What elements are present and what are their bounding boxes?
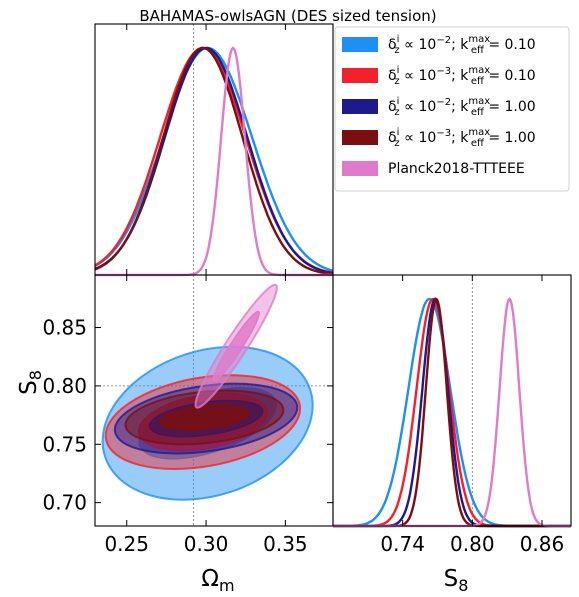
series-line-navy <box>94 46 334 275</box>
legend-swatch-blue <box>342 37 378 52</box>
x-tick-label: 0.30 <box>184 532 229 556</box>
legend: δi z ∝ 10−2; kmax eff = 0.10 δi z ∝ 10−3; km… <box>334 26 570 192</box>
legend-label: δi z ∝ 10−3; kmax eff = 1.00 <box>388 127 536 149</box>
legend-label: δi z ∝ 10−2; kmax eff = 0.10 <box>388 34 536 56</box>
y-tick-label: 0.70 <box>42 491 87 515</box>
x-tick-label: 0.86 <box>520 532 565 556</box>
figure-title: BAHAMAS-owlsAGN (DES sized tension) <box>139 7 436 25</box>
x-tick-label: 0.35 <box>263 532 308 556</box>
series-line-blue <box>94 46 334 272</box>
legend-swatch-red <box>342 68 378 83</box>
x-tick-label: 0.80 <box>450 532 495 556</box>
legend-label: δi z ∝ 10−2; kmax eff = 1.00 <box>388 96 536 118</box>
omega-s8-contour-panel: 0.25 0.30 0.35 0.70 0.75 0.80 0.85 Ωm S8 <box>16 274 334 595</box>
x-tick-label: 0.25 <box>104 532 149 556</box>
legend-swatch-pink <box>342 161 378 176</box>
legend-label: δi z ∝ 10−3; kmax eff = 0.10 <box>388 65 536 87</box>
omega-m-marginal-panel <box>94 23 334 277</box>
series-line-darkred <box>94 46 334 276</box>
y-tick-label: 0.75 <box>42 432 87 456</box>
x-tick-label: 0.74 <box>380 532 425 556</box>
legend-swatch-navy <box>342 99 378 114</box>
series-line-pink <box>95 46 333 277</box>
right-panel-frame <box>332 274 572 527</box>
x-axis-label: S8 <box>444 566 469 595</box>
contour-68-pink <box>212 310 260 382</box>
y-tick-label: 0.85 <box>42 316 87 340</box>
contour-layer <box>95 275 333 526</box>
y-axis-label: S8 <box>16 370 45 395</box>
legend-swatch-darkred <box>342 130 378 145</box>
legend-label: Planck2018-TTTEEE <box>388 161 525 177</box>
x-axis-label: Ωm <box>201 566 234 595</box>
series-line-red <box>94 46 334 274</box>
top-panel-frame <box>94 23 334 276</box>
legend-box <box>334 26 570 192</box>
series-line-red <box>333 297 571 528</box>
y-tick-label: 0.80 <box>42 374 87 398</box>
s8-marginal-panel: 0.74 0.80 0.86 S8 <box>332 274 572 595</box>
